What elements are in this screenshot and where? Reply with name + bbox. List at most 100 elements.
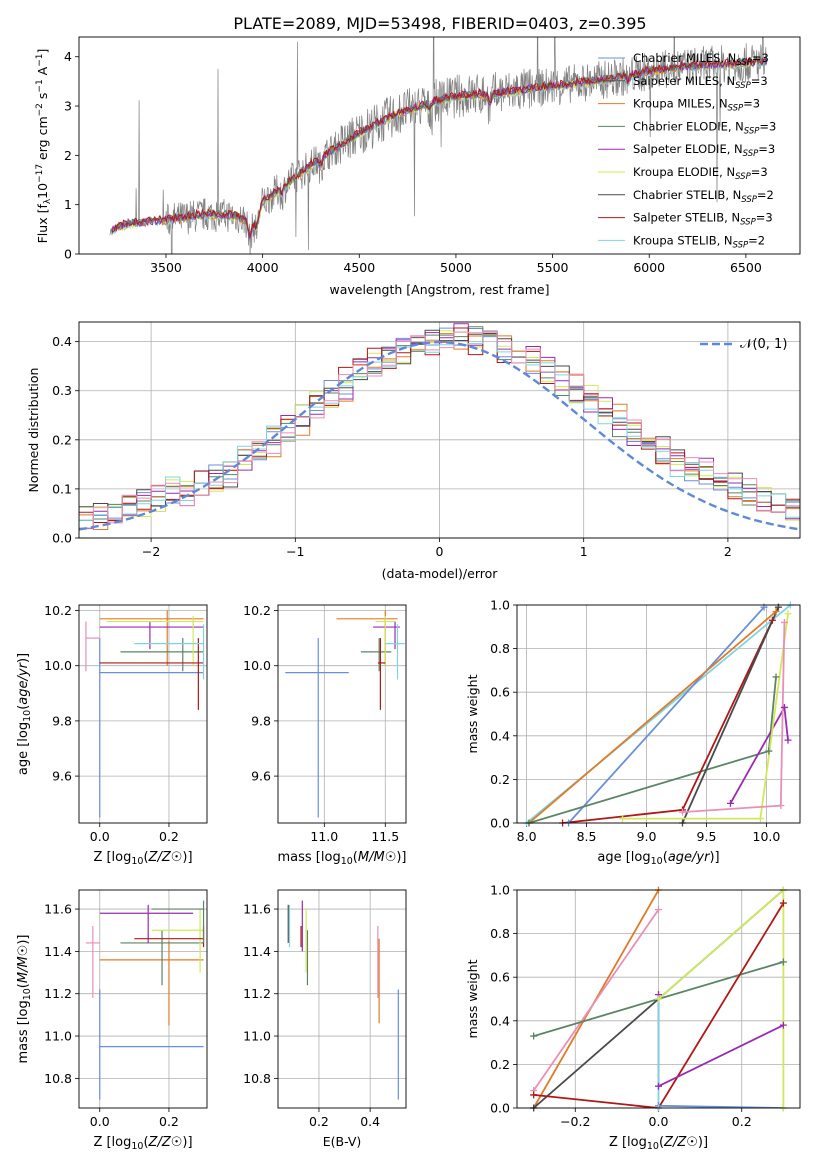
legend-subscript: SSP <box>735 81 751 91</box>
legend-text: Chabrier STELIB, N <box>633 188 741 202</box>
x-tick-label: 4000 <box>247 260 279 275</box>
x-tick-label: 1 <box>580 544 588 559</box>
label-part: age [log <box>16 722 31 775</box>
label-part: Z [log <box>93 850 131 865</box>
legend-text: =3 <box>752 51 769 65</box>
label-subscript: 10 <box>22 988 33 1000</box>
plot-area <box>109 37 768 254</box>
mass-weight-line <box>657 890 785 1108</box>
y-tick-label: 9.6 <box>52 769 72 784</box>
x-axis-label: age [log10(age/yr)] <box>597 850 719 867</box>
mass-weight-marker <box>779 958 787 966</box>
x-tick-label: 0.2 <box>159 829 179 844</box>
x-tick-label: 0.0 <box>649 1114 669 1129</box>
x-tick-label: 0.2 <box>159 1114 179 1129</box>
label-part: Z [log <box>93 1135 131 1150</box>
mass-weight-marker <box>779 1021 787 1029</box>
label-part: ( <box>663 850 668 865</box>
label-subscript: 10 <box>131 856 143 867</box>
y-tick-label: 11.6 <box>243 902 271 917</box>
x-axis-label: wavelength [Angstrom, rest frame] <box>329 282 549 297</box>
y-tick-label: 11.4 <box>243 944 271 959</box>
y-tick-label: 0.0 <box>490 1101 510 1116</box>
mass-vs-ebv-panel: 0.2 0.4 10.8 11.0 11.2 11.4 11.6 E(B-V) <box>243 889 407 1149</box>
x-tick-label: 11.0 <box>310 829 338 844</box>
y-label-part: ] <box>35 49 50 54</box>
mass-weight-line <box>681 606 780 823</box>
legend-subscript: SSP <box>741 195 757 205</box>
mass-weight-marker <box>779 899 787 907</box>
legend-entry: Salpeter STELIB, NSSP=3 <box>633 211 773 228</box>
mass-weight-marker <box>678 808 686 816</box>
figure-title: PLATE=2089, MJD=53498, FIBERID=0403, z=0… <box>233 14 646 33</box>
x-tick-label: 0.0 <box>90 829 110 844</box>
plot-area <box>287 900 399 1100</box>
x-tick-label: 8.5 <box>577 829 597 844</box>
axes-frame <box>277 889 407 1109</box>
age-vs-metallicity-panel: 0.0 0.29.69.810.010.2Z [log10(Z/Z☉)]age [… <box>16 603 208 867</box>
y-tick-label: 0.6 <box>490 685 510 700</box>
label-part: age/yr <box>16 661 31 704</box>
mass-weight-marker <box>772 673 780 681</box>
x-tick-label: 0.2 <box>732 1114 752 1129</box>
y-tick-label: 0.2 <box>490 1057 510 1072</box>
mass-weight-line <box>567 606 765 823</box>
x-tick-label: 8.0 <box>517 829 537 844</box>
y-tick-label: 10.8 <box>44 1071 72 1086</box>
residual-histogram-panel: −2 −1 0 1 2 0.0 0.1 0.2 0.3 0.4 𝒩(0, 1) (data-model… <box>26 321 801 581</box>
mass-weight-marker <box>726 799 734 807</box>
y-axis-label: Normed distribution <box>26 368 41 493</box>
legend-text: Chabrier MILES, N <box>633 51 736 65</box>
label-part: M/M☉ <box>16 945 31 983</box>
axes-frame <box>516 604 801 824</box>
label-part: )] <box>698 1135 708 1150</box>
y-tick-label: 9.8 <box>52 713 72 728</box>
x-tick-label: 9.0 <box>637 829 657 844</box>
x-tick-label: 3500 <box>150 260 182 275</box>
legend-text: Salpeter MILES, N <box>633 74 735 88</box>
mass-weight-vs-age-panel: 8.0 8.5 9.0 9.5 10.0 0.0 0.2 0.4 0.6 0.8 1.0 age [l… <box>465 598 801 867</box>
label-part: ( <box>16 705 31 710</box>
legend-text: =3 <box>751 74 768 88</box>
legend-subscript: SSP <box>740 218 756 228</box>
y-tick-label: 10.8 <box>243 1071 271 1086</box>
mass-weight-marker <box>655 906 662 914</box>
legend-text: =3 <box>743 97 760 111</box>
y-tick-label: 2 <box>64 148 72 163</box>
x-tick-label: 11.5 <box>371 829 399 844</box>
label-part: age [log <box>597 850 650 865</box>
y-tick-label: 0.0 <box>52 531 72 546</box>
legend-text: =2 <box>748 233 765 247</box>
x-tick-label: 2 <box>724 544 732 559</box>
legend-entry: Chabrier STELIB, NSSP=2 <box>633 188 774 205</box>
legend-entry: Chabrier MILES, NSSP=3 <box>633 51 769 68</box>
x-tick-label: 5500 <box>537 260 569 275</box>
legend-subscript: SSP <box>733 240 749 250</box>
y-label-part: erg cm <box>35 116 50 164</box>
label-part: ( <box>659 1135 664 1150</box>
label-part: Z/Z☉ <box>148 850 183 865</box>
mass-vs-metallicity-panel: 0.0 0.210.811.011.211.411.6Z [log10(Z/Z☉)… <box>16 889 208 1152</box>
plot-area <box>85 610 205 818</box>
axes-frame <box>277 604 407 824</box>
x-tick-label: −0.2 <box>560 1114 590 1129</box>
label-part: Z/Z☉ <box>148 1135 183 1150</box>
y-tick-label: 0.4 <box>490 728 510 743</box>
legend-entry: Chabrier ELODIE, NSSP=3 <box>633 119 776 136</box>
y-axis-label: mass weight <box>465 674 480 753</box>
mass-weight-marker <box>772 608 780 616</box>
x-tick-label: 0.4 <box>360 1114 380 1129</box>
label-part: )] <box>709 850 719 865</box>
mass-weight-marker <box>765 747 773 755</box>
label-part: mass [log <box>16 1000 31 1063</box>
legend-subscript: SSP <box>735 172 751 182</box>
y-tick-label: 11.0 <box>243 1029 271 1044</box>
label-part: )] <box>396 850 406 865</box>
x-axis-label: Z [log10(Z/Z☉)] <box>93 850 192 867</box>
y-tick-label: 10.0 <box>243 658 271 673</box>
label-part: ( <box>143 850 148 865</box>
y-tick-label: 0.4 <box>52 334 72 349</box>
y-label-part: Flux [f <box>35 204 50 244</box>
axes-frame <box>78 604 208 824</box>
